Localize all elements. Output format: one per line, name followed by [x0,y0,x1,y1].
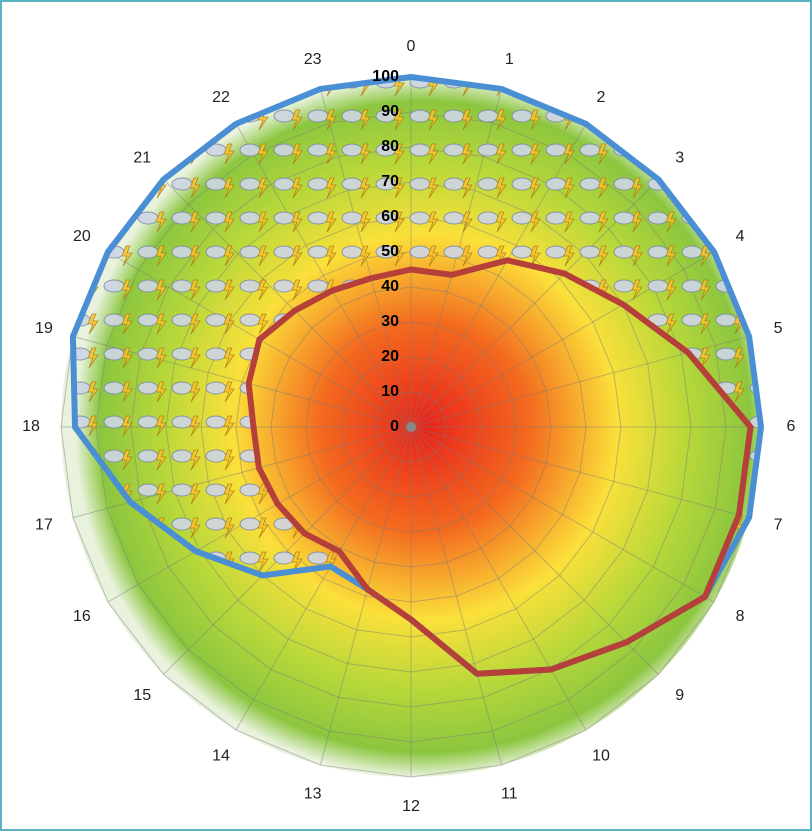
category-label: 20 [73,228,91,245]
category-label: 7 [774,517,783,534]
category-label: 16 [73,608,91,625]
category-label: 0 [407,38,416,55]
category-label: 2 [597,89,606,106]
r-tick-label: 30 [381,313,399,330]
category-label: 19 [35,320,53,337]
r-tick-label: 70 [381,173,399,190]
category-label: 12 [402,798,420,815]
category-label: 8 [736,608,745,625]
category-label: 6 [787,418,796,435]
chart: 0102030405060708090100012345678910111213… [0,0,812,831]
category-label: 23 [304,51,322,68]
category-label: 1 [505,51,514,68]
r-tick-label: 10 [381,383,399,400]
category-label: 4 [736,228,745,245]
center-dot [406,422,416,432]
category-label: 15 [133,687,151,704]
category-label: 22 [212,89,230,106]
r-tick-label: 90 [381,103,399,120]
r-tick-label: 50 [381,243,399,260]
r-tick-label: 0 [390,418,399,435]
r-tick-label: 20 [381,348,399,365]
r-tick-label: 100 [372,68,399,85]
category-label: 3 [675,150,684,167]
r-tick-label: 40 [381,278,399,295]
category-label: 5 [774,320,783,337]
category-label: 14 [212,747,230,764]
category-label: 17 [35,517,53,534]
category-label: 18 [22,418,40,435]
category-label: 11 [501,785,518,802]
category-label: 9 [675,687,684,704]
r-tick-label: 60 [381,208,399,225]
category-label: 13 [304,785,322,802]
category-label: 21 [133,150,151,167]
r-tick-label: 80 [381,138,399,155]
page: 0102030405060708090100012345678910111213… [0,0,812,831]
category-label: 10 [592,747,610,764]
